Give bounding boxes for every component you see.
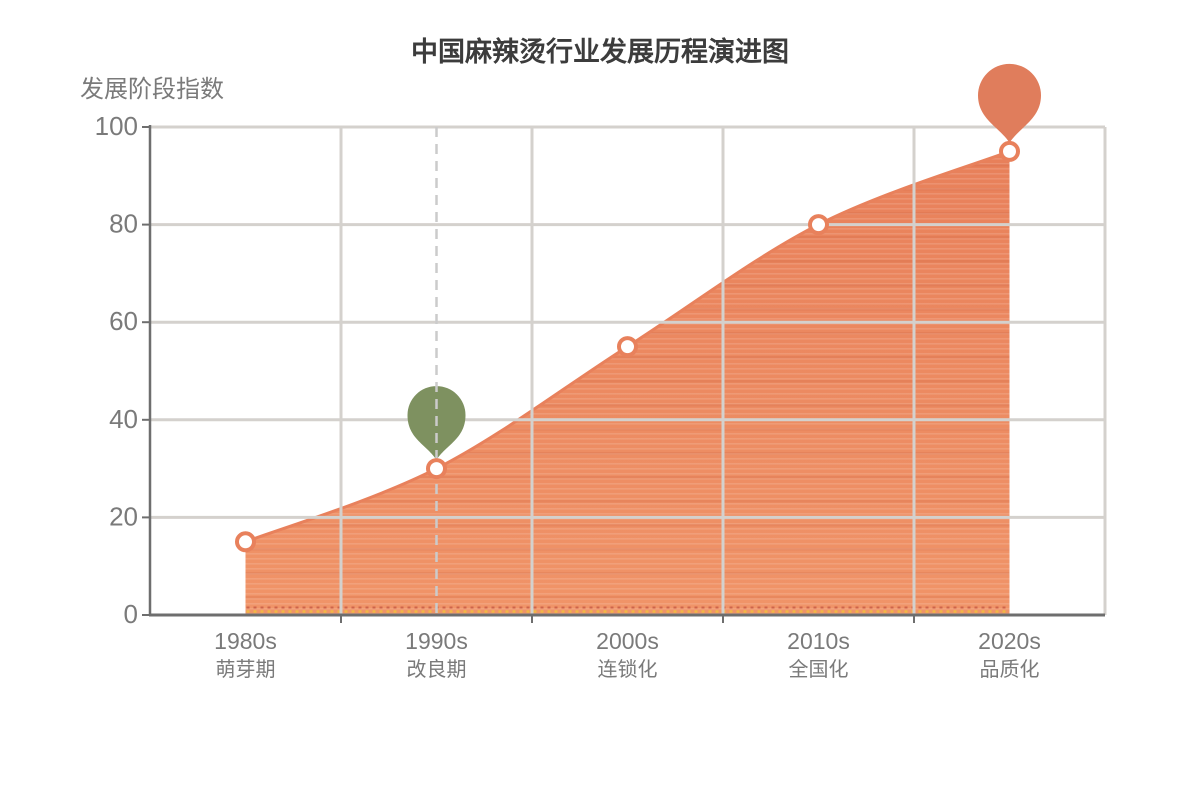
x-tick-2000s: 2000s: [596, 628, 659, 654]
chart-title: 中国麻辣烫行业发展历程演进图: [411, 36, 789, 67]
x-phase-1990s: 改良期: [407, 658, 467, 681]
x-phase-1980s: 萌芽期: [216, 658, 276, 681]
x-tick-2010s: 2010s: [787, 628, 850, 654]
x-phase-2000s: 连锁化: [598, 658, 658, 681]
y-axis-tick-labels: 0 20 40 60 80 100: [95, 111, 138, 629]
x-tick-1990s: 1990s: [405, 628, 468, 654]
gridlines: [150, 125, 1107, 615]
y-tick-20: 20: [109, 501, 138, 531]
data-point: [426, 458, 447, 480]
data-point: [617, 336, 638, 358]
y-tick-60: 60: [109, 306, 138, 336]
area-series: [244, 149, 1011, 615]
y-tick-80: 80: [109, 209, 138, 239]
x-phase-2010s: 全国化: [789, 658, 849, 681]
data-point-markers: [235, 140, 1020, 553]
x-tick-2020s: 2020s: [978, 628, 1041, 654]
data-point: [235, 531, 256, 553]
y-tick-100: 100: [95, 111, 138, 141]
area-texture-bands: [245, 151, 1010, 615]
x-axis-tick-labels: 1980s 萌芽期 1990s 改良期 2000s 连锁化 2010s 全国化 …: [214, 628, 1041, 681]
y-tick-0: 0: [124, 599, 138, 629]
y-axis-title: 发展阶段指数: [80, 76, 224, 103]
data-point: [808, 214, 829, 236]
x-tick-1980s: 1980s: [214, 628, 277, 654]
y-tick-40: 40: [109, 404, 138, 434]
x-phase-2020s: 品质化: [980, 658, 1040, 681]
milestone-pin-2020s: [978, 63, 1041, 143]
axis-lines: [142, 125, 1105, 623]
data-point: [999, 140, 1020, 162]
